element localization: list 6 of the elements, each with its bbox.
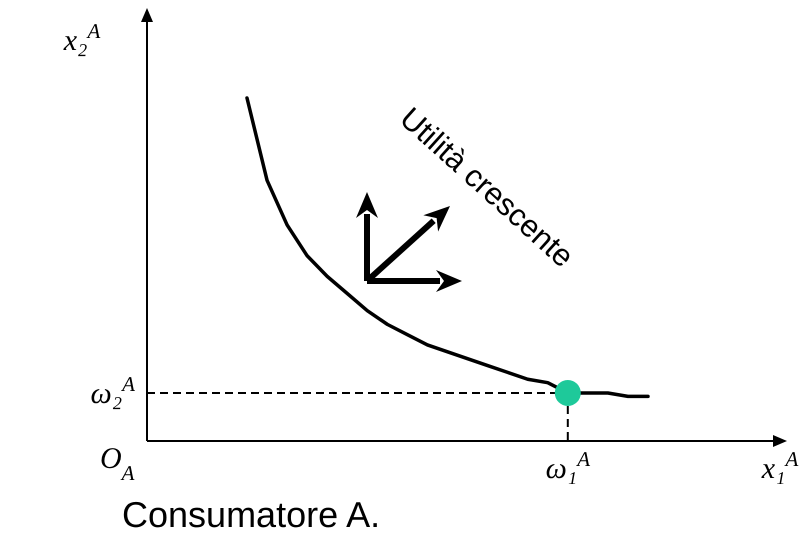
y-axis-title: x₂$^{A}$ [62,19,100,57]
text: O$_{A}$ [100,442,135,485]
text: ω₁$^{A}$ [546,447,590,485]
x-axis-title: x₁$^{A}$ [760,447,798,485]
ref-line-label: ω₂$^{A}$ [90,372,136,410]
text: Consumatore A. [122,494,380,535]
